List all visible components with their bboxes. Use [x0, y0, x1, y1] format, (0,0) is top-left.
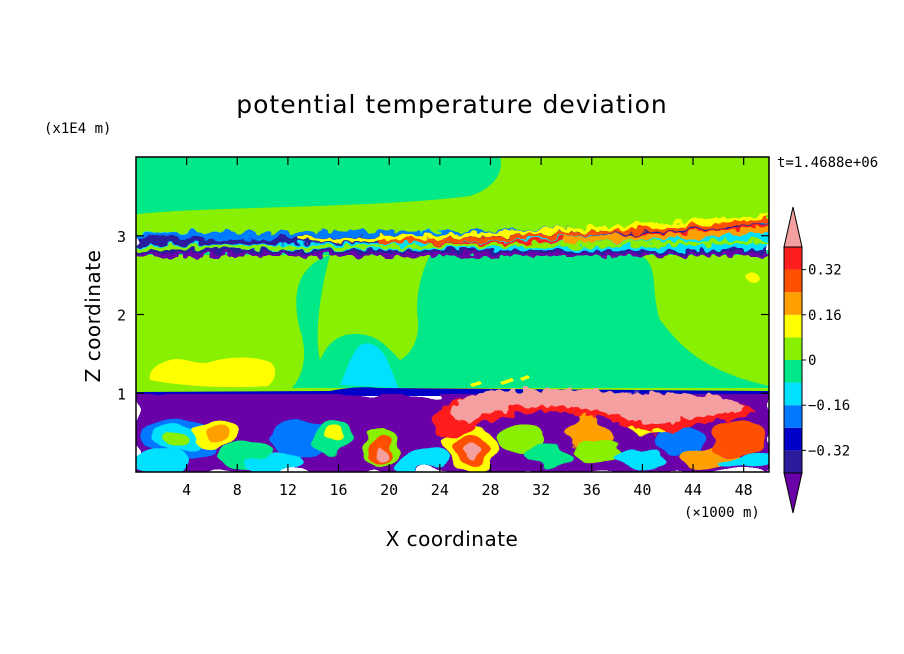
- field-middle-right-green: [640, 255, 769, 386]
- colorbar-segment: [784, 360, 802, 383]
- colorbar-tick-label: 0.16: [808, 308, 842, 324]
- x-tick-label: 20: [380, 481, 398, 499]
- x-axis-label: X coordinate: [386, 527, 519, 551]
- x-tick-label: 48: [735, 481, 753, 499]
- x-tick-label: 8: [233, 481, 242, 499]
- field-plot: [136, 157, 769, 472]
- x-tick-label: 16: [330, 481, 348, 499]
- x-unit-label: (×1000 m): [684, 505, 760, 521]
- colorbar-segment: [784, 314, 802, 338]
- colorbar: [783, 206, 803, 514]
- colorbar-tick-label: −0.32: [808, 443, 850, 459]
- chart-title: potential temperature deviation: [236, 90, 667, 119]
- y-unit-label: (x1E4 m): [44, 121, 111, 137]
- colorbar-segment: [784, 450, 802, 473]
- field-upper-teal-patch: [136, 157, 501, 214]
- colorbar-tick-label: 0: [808, 353, 816, 369]
- x-tick-label: 24: [431, 481, 449, 499]
- field-top-yellow-dashes: [470, 375, 530, 387]
- field-yellow-patch: [149, 357, 276, 388]
- colorbar-segment: [784, 269, 802, 293]
- colorbar-segment: [784, 427, 802, 451]
- colorbar-tick-label: −0.16: [808, 398, 850, 414]
- field-pink-anomaly: [440, 389, 755, 433]
- x-tick-label: 36: [583, 481, 601, 499]
- y-tick-label: 2: [117, 307, 126, 325]
- colorbar-segment: [784, 247, 802, 270]
- field-cyan-plume: [340, 343, 398, 388]
- y-tick-label: 1: [117, 385, 126, 403]
- x-axis-ticks: 4 8 12 16 20 24 28 32 36 40 44 48: [182, 157, 753, 499]
- y-axis-label: Z coordinate: [81, 250, 105, 383]
- colorbar-extend-min: [783, 472, 803, 514]
- field-middle-left-green: [136, 255, 330, 390]
- field-yellow-dot: [745, 272, 760, 283]
- colorbar-segment: [784, 292, 802, 315]
- colorbar-segment: [784, 337, 802, 360]
- colorbar-segment: [784, 405, 802, 428]
- colorbar-ticks: 0.32 0.16 0 −0.16 −0.32: [802, 263, 850, 459]
- field-center-green-plume: [317, 255, 430, 360]
- x-tick-label: 40: [633, 481, 651, 499]
- y-axis-ticks: 1 2 3: [117, 228, 769, 403]
- y-tick-label: 3: [117, 228, 126, 246]
- x-tick-label: 28: [481, 481, 499, 499]
- field-upper-teal-patch-left: [136, 168, 146, 192]
- colorbar-extend-max: [783, 206, 803, 248]
- x-tick-label: 32: [532, 481, 550, 499]
- time-label: t=1.4688e+06: [777, 155, 878, 171]
- x-tick-label: 4: [182, 481, 191, 499]
- colorbar-segment: [784, 382, 802, 406]
- colorbar-tick-label: 0.32: [808, 263, 842, 279]
- x-tick-label: 12: [279, 481, 297, 499]
- x-tick-label: 44: [684, 481, 702, 499]
- field-shear-band: [136, 214, 769, 256]
